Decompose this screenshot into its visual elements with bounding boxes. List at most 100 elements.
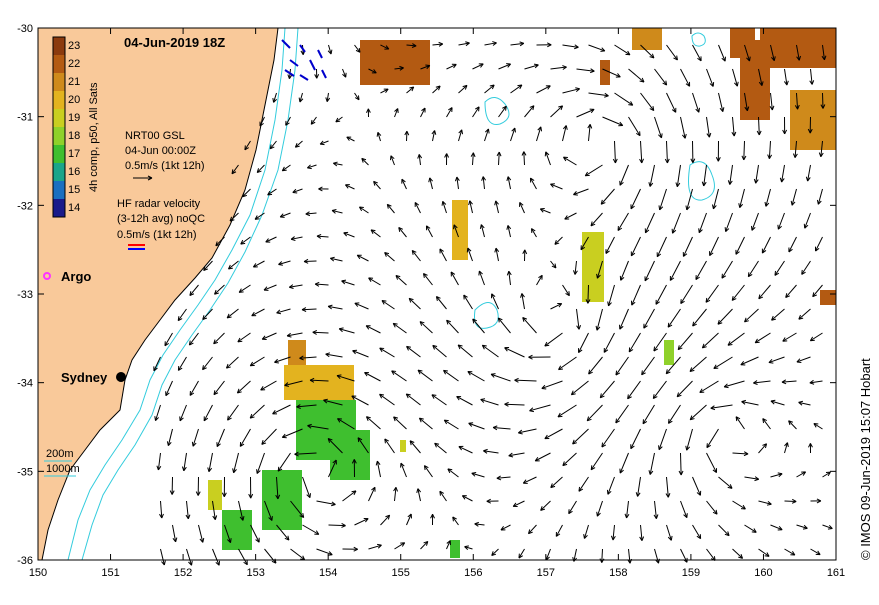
velocity-arrow — [600, 381, 614, 398]
velocity-arrow — [418, 370, 432, 381]
velocity-arrow — [683, 237, 692, 257]
velocity-arrow — [632, 285, 641, 305]
gsl-legend-line3: 0.5m/s (1kt 12h) — [125, 160, 204, 172]
velocity-arrow — [745, 309, 759, 322]
velocity-arrow — [667, 141, 668, 163]
velocity-arrow — [620, 165, 628, 185]
velocity-arrow — [678, 333, 692, 350]
velocity-arrow — [444, 420, 458, 429]
colorbar-segment — [53, 145, 65, 163]
velocity-arrow — [690, 405, 706, 420]
velocity-arrow — [423, 273, 432, 285]
credit-text: © IMOS 09-Jun-2019 15:07 Hobart — [858, 358, 873, 560]
velocity-arrow — [642, 357, 655, 375]
velocity-arrow — [667, 45, 678, 60]
velocity-arrow — [653, 381, 666, 399]
colorbar-label: 4h comp, p50, All Sats — [88, 82, 100, 192]
velocity-arrow — [631, 189, 640, 209]
velocity-arrow — [473, 319, 485, 333]
velocity-arrow — [558, 405, 577, 417]
velocity-arrow — [420, 322, 432, 333]
velocity-arrow — [602, 429, 615, 447]
velocity-arrow — [700, 381, 719, 393]
velocity-arrow — [436, 297, 446, 309]
velocity-arrow — [621, 261, 629, 280]
velocity-arrow — [643, 405, 654, 424]
velocity-arrow — [755, 333, 770, 343]
velocity-arrow — [710, 237, 719, 256]
velocity-arrow — [261, 381, 277, 390]
velocity-arrow — [629, 117, 641, 136]
y-tick-label: -35 — [17, 466, 33, 478]
velocity-arrow — [343, 491, 356, 501]
colorbar-tick-label: 19 — [68, 112, 80, 124]
velocity-arrow — [667, 93, 676, 112]
velocity-arrow — [433, 345, 447, 357]
colorbar-segment — [53, 181, 65, 199]
velocity-arrow — [525, 106, 534, 117]
velocity-arrow — [620, 309, 629, 329]
velocity-arrow — [629, 333, 640, 352]
velocity-arrow — [769, 141, 770, 159]
velocity-arrow — [457, 396, 473, 405]
velocity-arrow — [707, 429, 719, 448]
velocity-arrow — [303, 477, 310, 498]
velocity-arrow — [693, 477, 701, 495]
velocity-arrow — [762, 237, 770, 253]
velocity-arrow — [545, 333, 563, 346]
velocity-arrow — [748, 261, 758, 277]
velocity-arrow — [410, 441, 420, 453]
velocity-arrow — [660, 189, 667, 210]
velocity-arrow — [432, 395, 447, 405]
velocity-arrow — [239, 549, 248, 565]
colorbar-tick-label: 23 — [68, 40, 80, 52]
y-tick-label: -32 — [17, 200, 33, 212]
velocity-arrow — [699, 213, 706, 233]
velocity-arrow — [733, 549, 743, 558]
velocity-arrow — [240, 429, 250, 446]
velocity-arrow — [693, 45, 702, 61]
velocity-arrow — [707, 549, 716, 561]
velocity-arrow — [659, 429, 666, 450]
velocity-arrow — [250, 357, 264, 366]
velocity-arrow — [302, 309, 316, 310]
velocity-arrow — [563, 453, 577, 466]
velocity-arrow — [542, 381, 563, 388]
velocity-arrow — [228, 405, 239, 420]
velocity-arrow — [214, 333, 225, 344]
velocity-arrow — [615, 93, 633, 105]
depth-legend-200m: 200m — [46, 448, 74, 460]
sydney-marker[interactable] — [116, 372, 126, 382]
velocity-arrow — [681, 285, 693, 304]
velocity-arrow — [681, 69, 690, 86]
y-tick-label: -31 — [17, 112, 33, 124]
x-tick-label: 151 — [101, 567, 119, 579]
velocity-arrow — [380, 394, 395, 405]
land-area — [38, 28, 278, 560]
eddy-contour-156 — [485, 97, 509, 124]
y-tick-label: -36 — [17, 555, 33, 567]
x-tick-label: 154 — [319, 567, 337, 579]
velocity-arrow — [278, 453, 290, 471]
velocity-arrow — [657, 237, 666, 257]
velocity-arrow — [203, 357, 213, 370]
velocity-arrow — [601, 189, 614, 204]
x-tick-label: 160 — [754, 567, 772, 579]
velocity-arrow — [382, 300, 395, 309]
velocity-arrow — [226, 357, 238, 368]
x-tick-label: 159 — [682, 567, 700, 579]
velocity-arrow — [677, 381, 692, 397]
velocity-arrow — [468, 371, 485, 381]
velocity-arrow — [631, 237, 640, 256]
velocity-arrow — [587, 405, 602, 421]
x-tick-label: 156 — [464, 567, 482, 579]
colorbar-tick-label: 17 — [68, 148, 80, 160]
velocity-arrow — [629, 69, 644, 82]
velocity-arrow — [690, 357, 706, 372]
y-tick-label: -34 — [17, 378, 33, 390]
velocity-arrow — [392, 371, 407, 381]
colorbar-segment — [53, 55, 65, 73]
velocity-arrow — [303, 525, 319, 534]
velocity-arrow — [620, 453, 628, 473]
velocity-arrow — [190, 285, 199, 296]
